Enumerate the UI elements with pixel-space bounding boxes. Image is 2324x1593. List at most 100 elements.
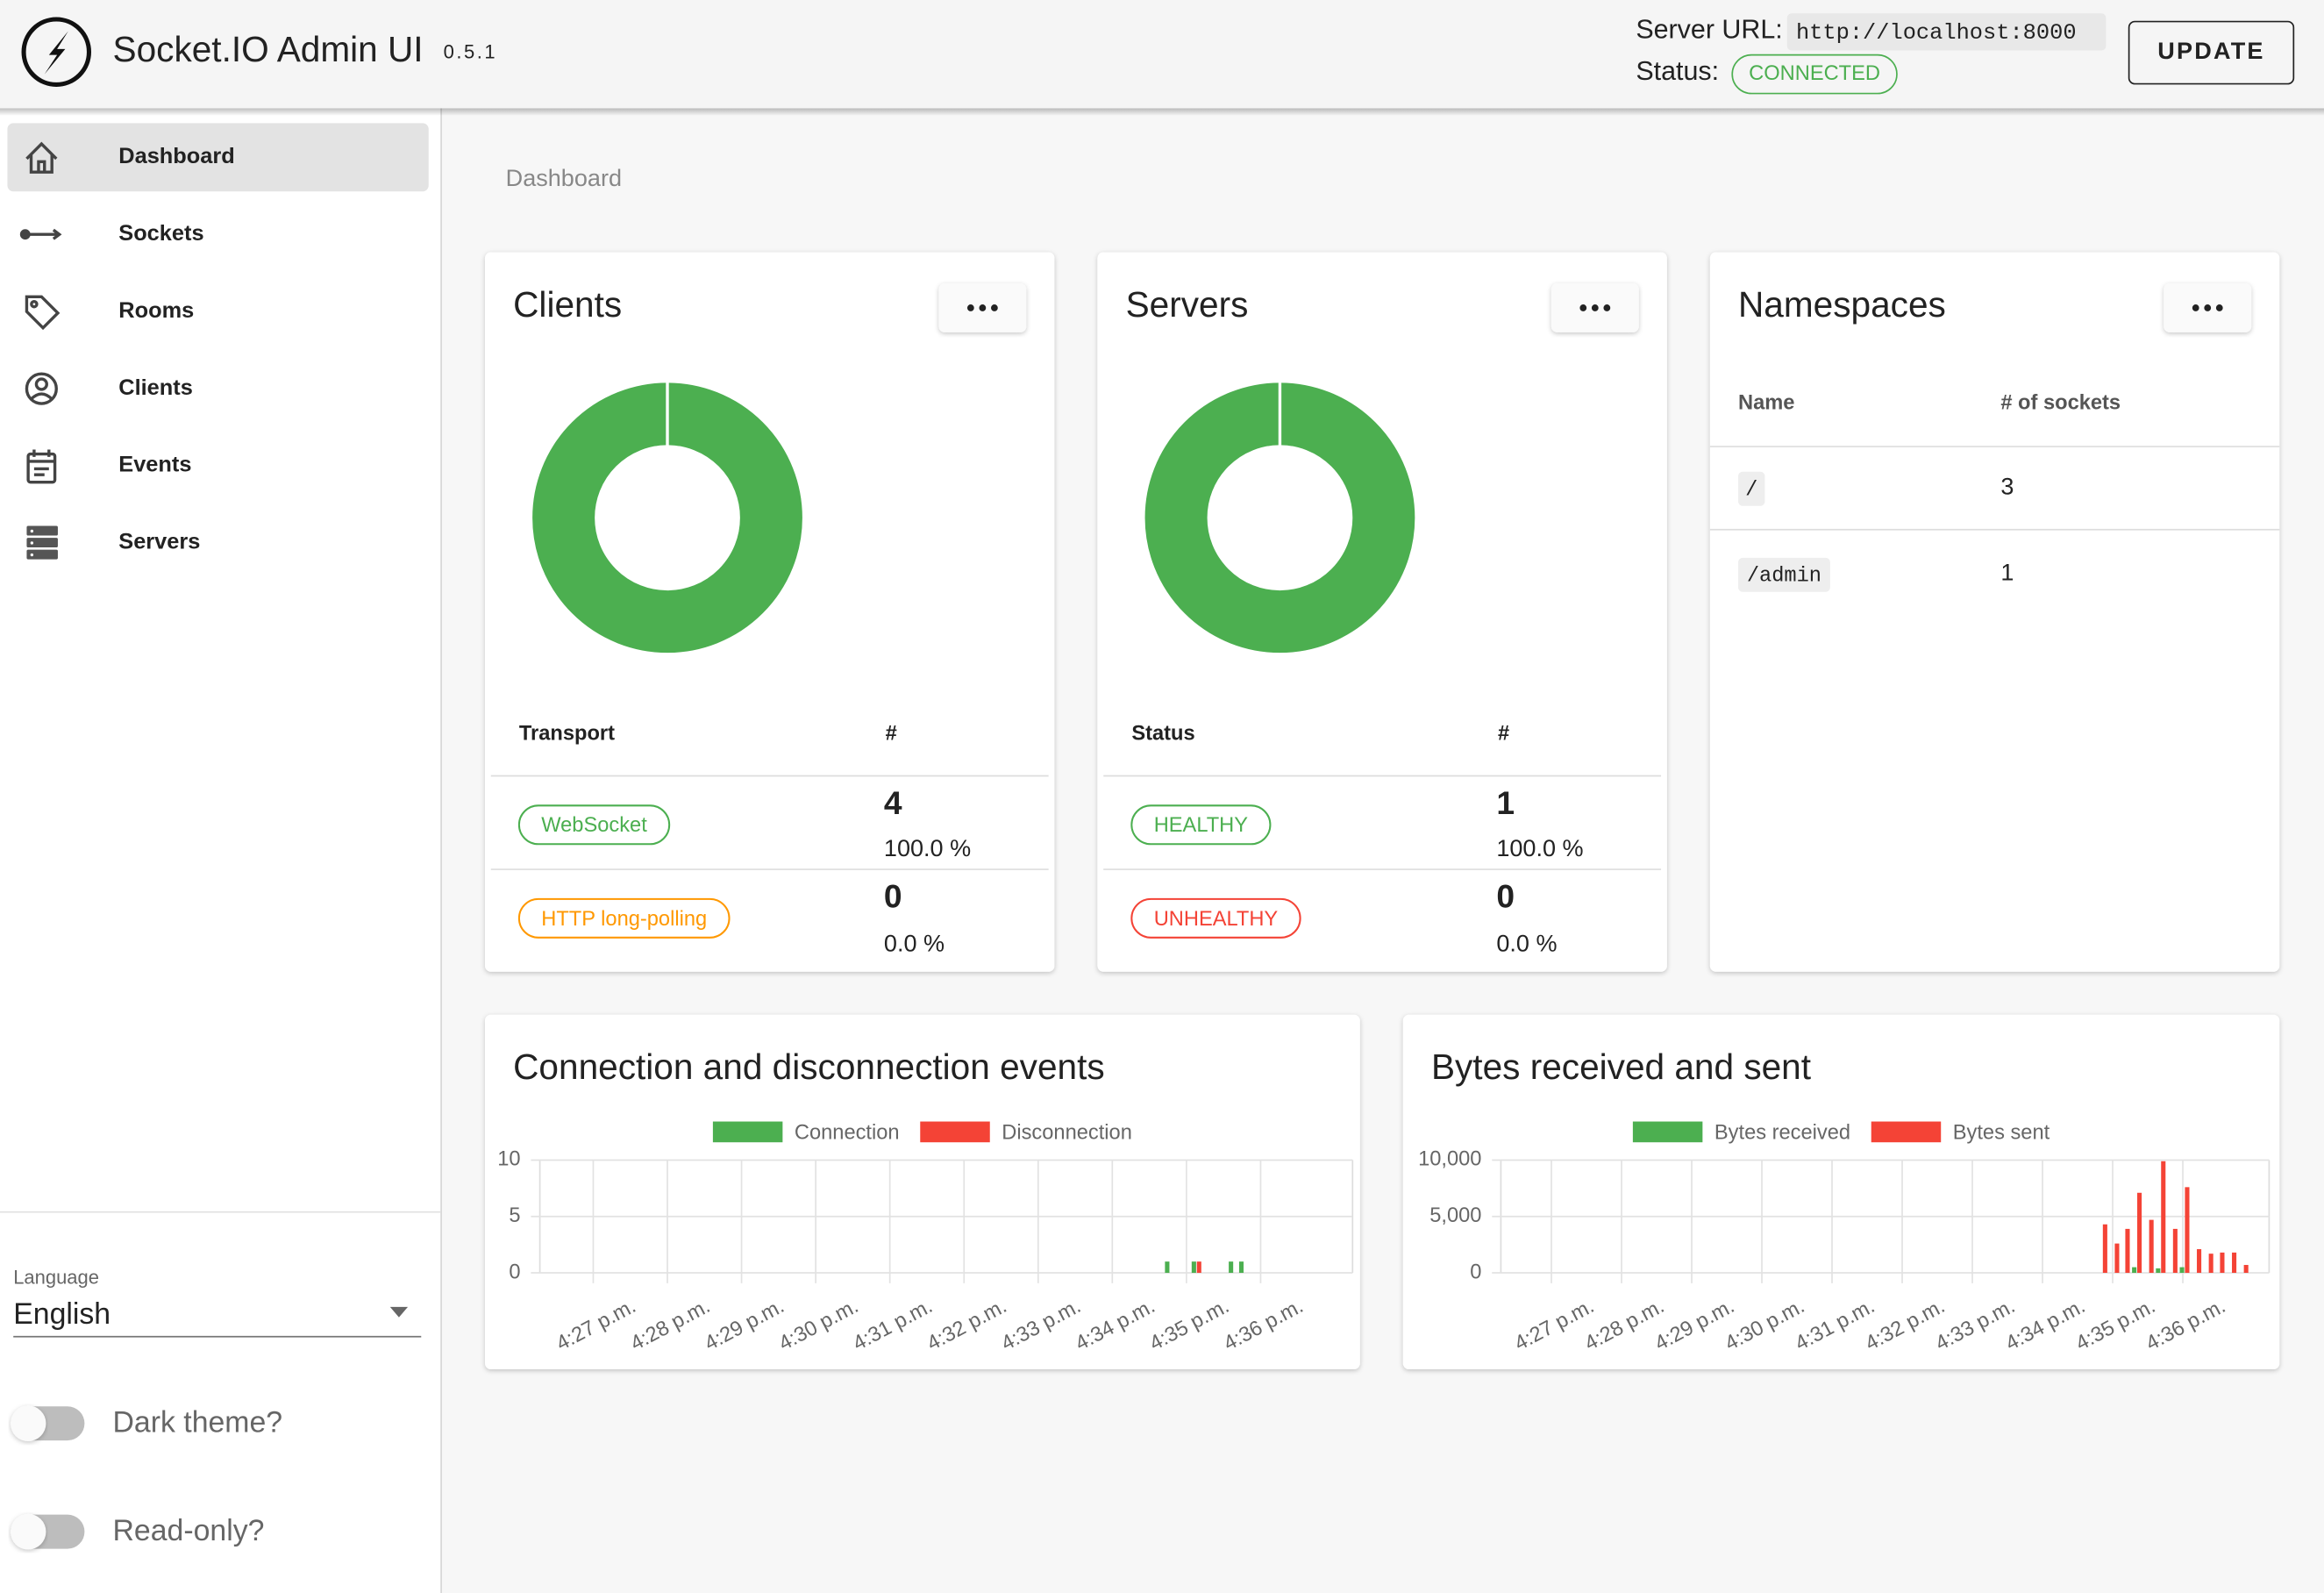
server-url-box: [1786, 13, 2107, 51]
nav-icon: [19, 229, 31, 240]
bar: [1165, 1261, 1170, 1274]
breadcrumb: Dashboard: [506, 165, 622, 191]
update-button[interactable]: [2128, 20, 2295, 85]
nav-icon: [30, 392, 53, 401]
nav-icon: [28, 449, 55, 476]
update-label[interactable]: UPDATE: [2157, 38, 2264, 64]
nav-icon: [26, 525, 58, 536]
legend-swatch: [1871, 1121, 1942, 1143]
count: 0: [1496, 878, 1515, 915]
bar: [1196, 1261, 1201, 1274]
bar: [2185, 1187, 2190, 1274]
bar: [2156, 1268, 2161, 1274]
status: CONNECTED: [1749, 62, 1880, 85]
nav-icon: [52, 228, 62, 240]
toggle-label: Dark theme?: [113, 1405, 283, 1439]
language-label: Language: [13, 1267, 99, 1289]
percent: 0.0 %: [884, 930, 945, 956]
menu-dot[interactable]: [2215, 304, 2223, 311]
y-tick-label: 10,000: [1418, 1148, 1481, 1171]
version: 0.5.1: [444, 41, 498, 63]
language-select[interactable]: English: [13, 1297, 110, 1331]
legend-label: Bytes received: [1714, 1121, 1850, 1144]
bar: [2197, 1249, 2202, 1274]
code-chip: [1738, 471, 1765, 506]
menu-dot[interactable]: [966, 304, 974, 311]
menu-dot[interactable]: [1579, 304, 1587, 311]
count: 1: [1496, 784, 1515, 821]
logo: [21, 17, 92, 87]
card: [484, 1014, 1360, 1369]
bar: [2114, 1243, 2120, 1274]
chip: [517, 897, 731, 939]
toggle-thumb[interactable]: [10, 1405, 46, 1441]
chip: [1130, 804, 1272, 846]
legend-swatch: [1632, 1121, 1703, 1143]
nav: Dashboard Sockets Rooms Clients Events Server…: [19, 141, 235, 560]
bar: [2149, 1219, 2154, 1274]
chip-label: UNHEALTHY: [1154, 908, 1279, 931]
nav-icon: [25, 295, 61, 331]
nav-item[interactable]: Rooms: [118, 298, 194, 323]
menu-dot[interactable]: [979, 304, 987, 311]
menu-dot[interactable]: [2204, 304, 2212, 311]
percent: 100.0 %: [884, 835, 971, 861]
legend-label: Connection: [795, 1121, 900, 1144]
nav-item[interactable]: Sockets: [118, 221, 203, 246]
table-header: Transport: [519, 722, 615, 745]
table-header: #: [886, 722, 897, 745]
nav-icon: [25, 141, 58, 174]
chip: [517, 804, 671, 846]
bar: [2102, 1224, 2107, 1274]
chip-label: WebSocket: [541, 814, 647, 837]
code-chip: [1738, 557, 1830, 592]
app-bar-shadow: [0, 108, 2324, 116]
nav-item[interactable]: Events: [118, 453, 191, 477]
toggle-thumb[interactable]: [10, 1513, 46, 1550]
card: [1709, 252, 2280, 972]
count: 4: [884, 784, 902, 821]
server-url: http://localhost:8000: [1796, 20, 2077, 46]
card-title: Clients: [513, 284, 622, 325]
bar: [2137, 1192, 2142, 1274]
menu-dot[interactable]: [1591, 304, 1599, 311]
card-title: Namespaces: [1738, 284, 1946, 325]
nav-icon: [30, 553, 34, 557]
legend-swatch: [920, 1121, 990, 1143]
y-tick-label: 10: [497, 1148, 520, 1171]
menu-dot[interactable]: [1603, 304, 1611, 311]
nav-icon: [30, 529, 34, 533]
menu-dot[interactable]: [2192, 304, 2199, 311]
card-title: Connection and disconnection events: [513, 1047, 1105, 1087]
bar: [1229, 1261, 1234, 1274]
nav-item[interactable]: Dashboard: [118, 144, 234, 168]
status-label: Status:: [1636, 56, 1719, 86]
chip: [1130, 897, 1301, 939]
select-caret[interactable]: [389, 1306, 409, 1318]
nav-icon: [34, 377, 48, 391]
bar: [2220, 1252, 2225, 1274]
legend-label: Disconnection: [1002, 1121, 1132, 1144]
nav-icon: [30, 541, 34, 545]
menu-dot[interactable]: [991, 304, 998, 311]
nav-item[interactable]: Clients: [118, 375, 193, 400]
bar: [2172, 1228, 2178, 1274]
nav-active-bg: [7, 123, 429, 192]
card-title: Servers: [1126, 284, 1249, 325]
nav-item[interactable]: Servers: [118, 530, 200, 554]
nav-icon: [26, 549, 58, 560]
bar: [1238, 1261, 1244, 1274]
chip-label: HEALTHY: [1154, 814, 1249, 837]
table-header: #: [1498, 722, 1509, 745]
nav-icon: [26, 452, 57, 484]
namespace: /: [1745, 478, 1757, 502]
bar: [1191, 1261, 1196, 1274]
socket-count: 3: [2000, 474, 2014, 500]
bar: [2243, 1265, 2249, 1274]
y-tick-label: 5,000: [1429, 1204, 1481, 1227]
bar: [2125, 1228, 2130, 1274]
app-title: Socket.IO Admin UI: [113, 29, 424, 69]
y-tick-label: 5: [509, 1204, 520, 1227]
